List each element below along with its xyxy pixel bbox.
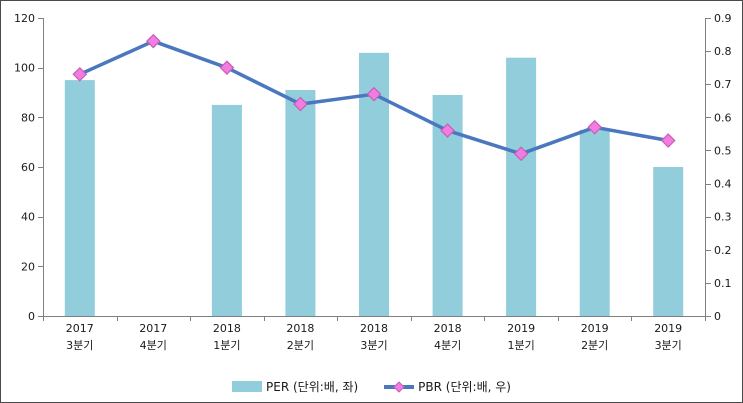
pbr-marker [145, 33, 161, 49]
pbr-marker [513, 146, 529, 162]
right-axis-label: 0.5 [714, 144, 732, 157]
right-axis-label: 0.7 [714, 78, 732, 91]
legend-item-pbr: PBR (단위:배, 우) [384, 378, 511, 395]
left-axis-label: 60 [21, 161, 35, 174]
pbr-marker [366, 86, 382, 102]
x-axis-label-year: 2017 [139, 322, 167, 335]
left-axis-label: 120 [14, 12, 35, 25]
pbr-marker [219, 60, 235, 76]
right-axis-label: 0.4 [714, 178, 732, 191]
left-axis-label: 100 [14, 62, 35, 75]
chart-legend: PER (단위:배, 좌) PBR (단위:배, 우) [1, 378, 742, 395]
per-bar [653, 167, 684, 316]
x-axis-label-year: 2017 [66, 322, 94, 335]
pbr-line-swatch-icon [384, 380, 415, 393]
x-axis-label-year: 2018 [213, 322, 241, 335]
right-axis-label: 0.8 [714, 45, 732, 58]
right-axis-label: 0.2 [714, 244, 732, 257]
x-axis-label-year: 2018 [286, 322, 314, 335]
per-bar [211, 104, 242, 317]
pbr-diamond-marker-icon [393, 380, 405, 393]
x-axis-label-quarter: 2분기 [581, 339, 608, 352]
pbr-marker [440, 123, 455, 138]
pbr-marker [293, 96, 308, 112]
x-axis-label-year: 2019 [654, 322, 682, 335]
x-axis-label-year: 2018 [434, 322, 462, 335]
left-axis-label: 0 [28, 310, 35, 323]
right-axis-label: 0.3 [714, 211, 732, 224]
right-axis-label: 0.9 [714, 12, 732, 25]
x-axis-label-quarter: 1분기 [507, 339, 534, 352]
right-axis-label: 0.1 [714, 277, 732, 290]
x-axis-label-quarter: 4분기 [434, 339, 461, 352]
per-bar-swatch-icon [232, 381, 262, 392]
per-legend-label: PER (단위:배, 좌) [266, 380, 359, 394]
pbr-marker [660, 133, 676, 148]
per-bar [64, 80, 95, 316]
x-axis-label-quarter: 3분기 [360, 339, 387, 352]
x-axis-label-quarter: 3분기 [655, 339, 682, 352]
left-axis-label: 40 [21, 211, 35, 224]
x-axis-label-year: 2019 [581, 322, 609, 335]
x-axis-label-quarter: 3분기 [66, 339, 93, 352]
per-bar [285, 90, 316, 316]
pbr-marker [587, 119, 603, 135]
left-axis-label: 80 [21, 111, 35, 124]
x-axis-label-year: 2018 [360, 322, 388, 335]
x-axis-label-quarter: 2분기 [287, 339, 314, 352]
right-axis-label: 0 [714, 310, 721, 323]
x-axis-label-quarter: 4분기 [140, 339, 167, 352]
per-bar [506, 57, 537, 316]
left-axis-label: 20 [21, 260, 35, 273]
pbr-legend-label: PBR (단위:배, 우) [418, 380, 511, 394]
legend-item-per: PER (단위:배, 좌) [232, 378, 358, 395]
x-axis-label-quarter: 1분기 [213, 339, 240, 352]
pbr-marker [72, 66, 88, 82]
right-axis-label: 0.6 [714, 111, 732, 124]
per-bar [579, 129, 610, 317]
x-axis-label-year: 2019 [507, 322, 535, 335]
